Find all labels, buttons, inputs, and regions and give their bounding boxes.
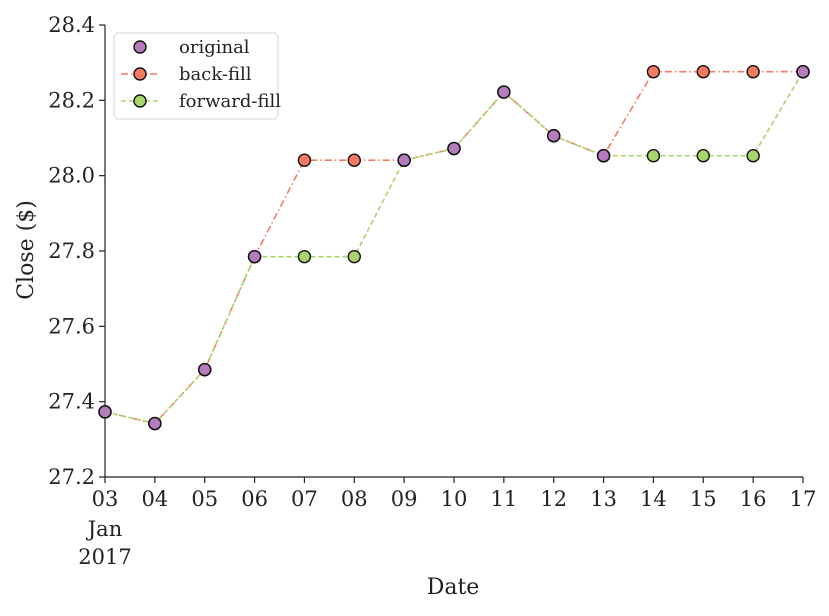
data-point-original [98,405,112,419]
x-tick-label: 06 [241,487,268,511]
x-tick-label: 13 [590,487,617,511]
x-tick-label: 12 [540,487,567,511]
data-point-back-fill [646,65,661,79]
data-point-forward-fill [347,249,361,264]
data-point-back-fill [746,65,760,79]
x-tick-label: 05 [191,487,218,511]
data-point-original [247,249,262,264]
legend-box [113,32,279,120]
x-tick-label: 16 [740,487,767,511]
data-point-original [547,129,561,143]
y-tick-label: 28.0 [48,164,95,188]
x-tick-sublabel: Jan [86,517,122,541]
y-axis-label: Close ($) [14,200,39,300]
x-tick-label: 03 [92,487,119,511]
x-tick-label: 10 [441,487,468,511]
y-tick-label: 28.2 [48,88,95,112]
x-tick-label: 15 [690,487,717,511]
legend-marker-back-fill [133,67,147,81]
legend: original back-fill forward-fill [113,32,281,120]
x-tick-label: 07 [291,487,318,511]
data-point-back-fill [347,153,361,167]
y-tick-label: 27.8 [48,239,95,263]
legend-label: original [179,37,250,58]
x-tick-label: 11 [490,487,517,511]
series-markers [98,65,810,431]
data-point-forward-fill [746,149,760,163]
legend-label: forward-fill [179,91,281,112]
x-tick-label: 09 [391,487,418,511]
data-point-forward-fill [696,149,710,163]
data-point-back-fill [696,65,710,79]
x-tick-label: 08 [341,487,368,511]
y-tick-label: 28.4 [48,13,95,37]
x-axis-label: Date [427,575,480,600]
y-tick-label: 27.6 [48,314,95,338]
x-tick-label: 04 [141,487,168,511]
data-point-original [796,65,810,79]
y-tick-label: 27.4 [48,390,95,414]
data-point-original [397,153,411,167]
data-point-original [497,85,511,99]
x-tick-sublabel: 2017 [78,545,131,569]
legend-label: back-fill [179,64,252,85]
legend-marker-original [133,40,147,54]
x-tick-label: 14 [640,487,667,511]
data-point-back-fill [297,153,312,167]
data-point-original [447,141,461,156]
axes: 27.2 27.4 27.6 27.8 28.0 28.2 28.4 03 04 05 06 07 08… [48,13,816,569]
data-point-original [198,362,212,377]
legend-marker-forward-fill [133,94,147,108]
data-point-forward-fill [646,149,661,163]
data-point-forward-fill [297,249,312,264]
data-point-original [596,149,611,163]
x-tick-label: 17 [790,487,817,511]
y-tick-label: 27.2 [48,465,95,489]
data-point-original [148,416,162,431]
